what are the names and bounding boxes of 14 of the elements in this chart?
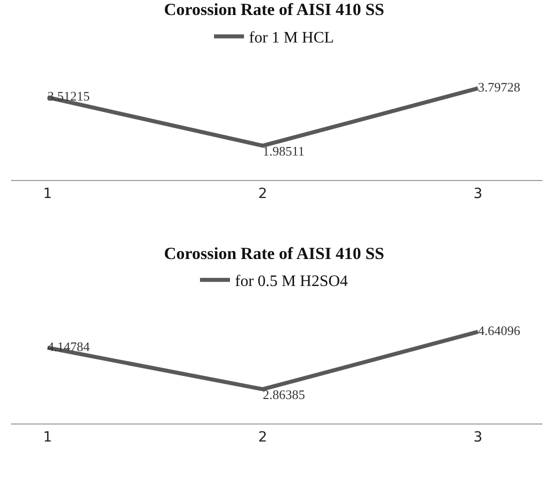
chart-title: Corossion Rate of AISI 410 SS — [164, 244, 384, 263]
x-tick-label: 3 — [474, 429, 482, 446]
data-label: 2.86385 — [262, 386, 305, 402]
legend-label: for 0.5 M H2SO4 — [235, 273, 348, 290]
legend-label: for 1 M HCL — [249, 30, 334, 47]
chart-title: Corossion Rate of AISI 410 SS — [164, 0, 384, 19]
data-label: 3.79728 — [478, 80, 520, 95]
x-tick-label: 3 — [474, 186, 482, 202]
x-tick-label: 2 — [258, 186, 268, 202]
data-label: 4.64096 — [478, 323, 521, 338]
x-tick-label: 1 — [43, 429, 52, 446]
x-tick-label: 1 — [43, 186, 52, 202]
x-tick-label: 2 — [258, 429, 268, 446]
data-label: 1.98511 — [262, 143, 305, 158]
